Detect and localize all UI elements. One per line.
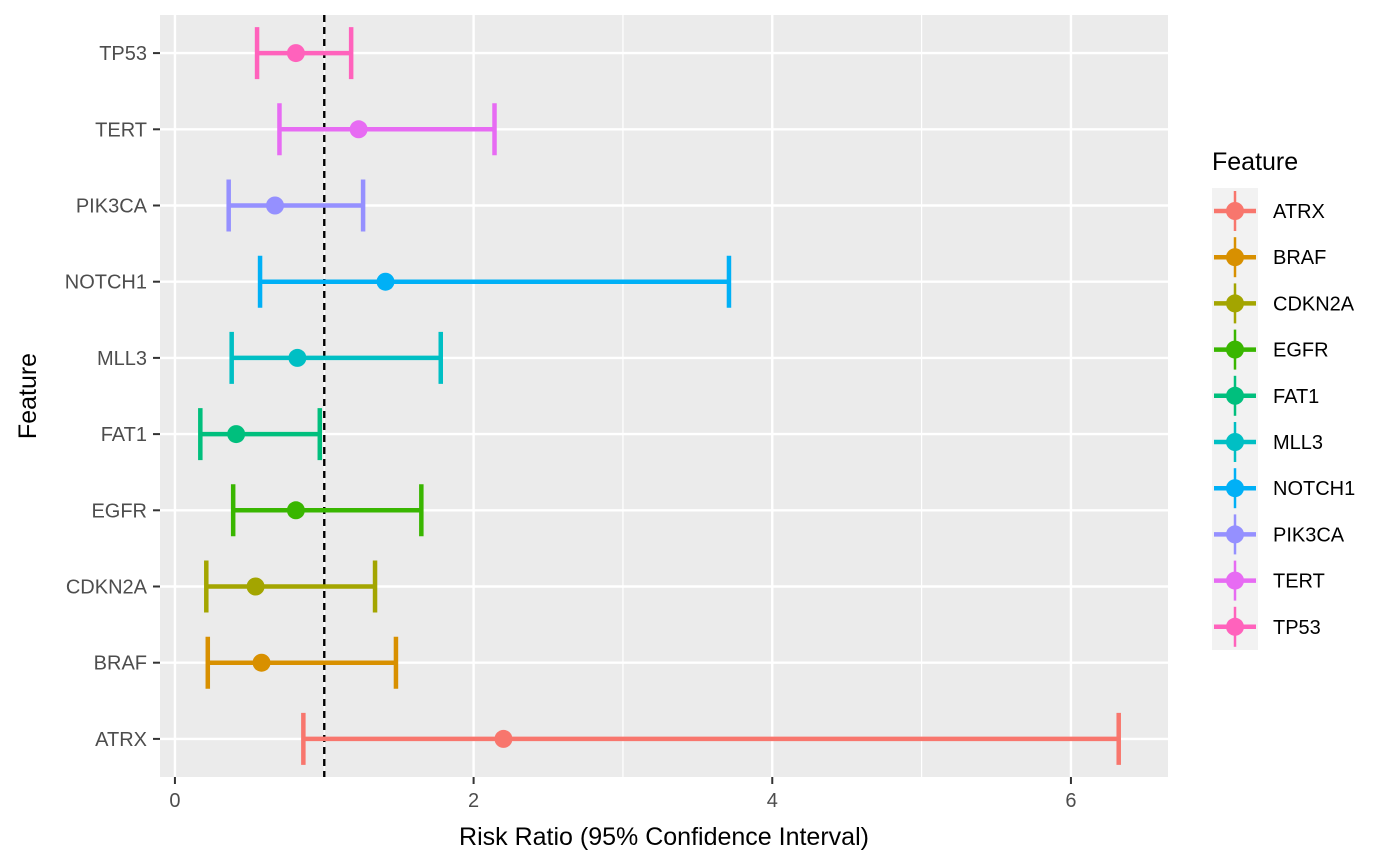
legend-label: CDKN2A — [1273, 293, 1355, 315]
y-tick-label: MLL3 — [97, 348, 147, 370]
legend-key-point — [1226, 340, 1244, 359]
legend-item-notch1: NOTCH1 — [1214, 468, 1355, 509]
legend-title: Feature — [1212, 148, 1298, 176]
point-estimate — [265, 196, 284, 215]
legend-key-point — [1226, 248, 1244, 267]
errorbar-notch1 — [257, 255, 732, 308]
legend-item-mll3: MLL3 — [1214, 422, 1323, 462]
legend-key-point — [1226, 294, 1244, 313]
plot-panel — [160, 15, 1168, 777]
y-tick-label: FAT1 — [101, 424, 147, 446]
legend-key-point — [1226, 386, 1244, 405]
legend-item-tert: TERT — [1214, 560, 1325, 601]
point-estimate — [286, 44, 305, 63]
y-tick-label: PIK3CA — [76, 196, 148, 218]
legend-label: PIK3CA — [1273, 524, 1345, 546]
point-estimate — [288, 348, 307, 367]
legend: Feature ATRX BRAF CDKN2A EGFR FAT1 MLL3 NOTCH1… — [1212, 148, 1355, 650]
y-axis: ATRX BRAF CDKN2A EGFR FAT1 MLL3 NOTCH1 PIK3CA TE… — [65, 43, 160, 751]
y-tick-label: EGFR — [91, 500, 147, 522]
legend-item-egfr: EGFR — [1214, 329, 1329, 370]
legend-label: FAT1 — [1273, 386, 1319, 408]
point-estimate — [494, 729, 513, 748]
y-tick-label: NOTCH1 — [65, 272, 147, 294]
x-axis: 0 2 4 6 — [169, 777, 1076, 812]
errorbar-atrx — [301, 712, 1121, 765]
errorbar-egfr — [230, 484, 424, 537]
errorbar-tp53 — [254, 27, 354, 80]
legend-key-point — [1226, 479, 1244, 498]
point-estimate — [286, 501, 305, 520]
errorbar-braf — [205, 636, 399, 689]
y-tick-label: CDKN2A — [66, 577, 148, 599]
errorbar-cdkn2a — [204, 560, 378, 613]
y-tick-label: ATRX — [95, 729, 147, 751]
error-bars — [198, 27, 1121, 765]
y-tick-label: TP53 — [99, 43, 147, 65]
errorbar-fat1 — [198, 408, 323, 461]
legend-key-point — [1226, 202, 1244, 220]
legend-key-point — [1226, 571, 1244, 590]
legend-label: TP53 — [1273, 617, 1321, 639]
errorbar-mll3 — [229, 331, 443, 384]
point-estimate — [227, 425, 246, 444]
y-tick-label: BRAF — [94, 653, 147, 675]
x-tick-label: 2 — [468, 790, 479, 812]
legend-item-pik3ca: PIK3CA — [1214, 514, 1345, 555]
errorbar-pik3ca — [226, 179, 366, 232]
x-tick-label: 4 — [767, 790, 778, 812]
y-tick-label: TERT — [95, 119, 147, 141]
legend-item-braf: BRAF — [1214, 237, 1326, 278]
legend-label: TERT — [1273, 571, 1325, 593]
legend-label: NOTCH1 — [1273, 478, 1355, 500]
errorbar-tert — [277, 103, 497, 156]
legend-item-fat1: FAT1 — [1214, 375, 1319, 416]
legend-key-point — [1226, 525, 1244, 544]
x-tick-label: 6 — [1065, 790, 1076, 812]
legend-label: MLL3 — [1273, 432, 1323, 454]
point-estimate — [246, 577, 265, 596]
legend-item-atrx: ATRX — [1214, 191, 1325, 231]
legend-label: ATRX — [1273, 201, 1325, 223]
x-tick-label: 0 — [169, 790, 180, 812]
point-estimate — [376, 272, 395, 291]
legend-item-cdkn2a: CDKN2A — [1214, 283, 1355, 324]
legend-key-point — [1226, 433, 1244, 451]
legend-key-point — [1226, 617, 1244, 636]
point-estimate — [252, 653, 271, 672]
legend-label: EGFR — [1273, 340, 1329, 362]
point-estimate — [349, 120, 368, 139]
y-axis-title: Feature — [14, 353, 42, 439]
legend-item-tp53: TP53 — [1214, 606, 1321, 647]
legend-label: BRAF — [1273, 247, 1326, 269]
x-axis-title: Risk Ratio (95% Confidence Interval) — [459, 823, 869, 851]
